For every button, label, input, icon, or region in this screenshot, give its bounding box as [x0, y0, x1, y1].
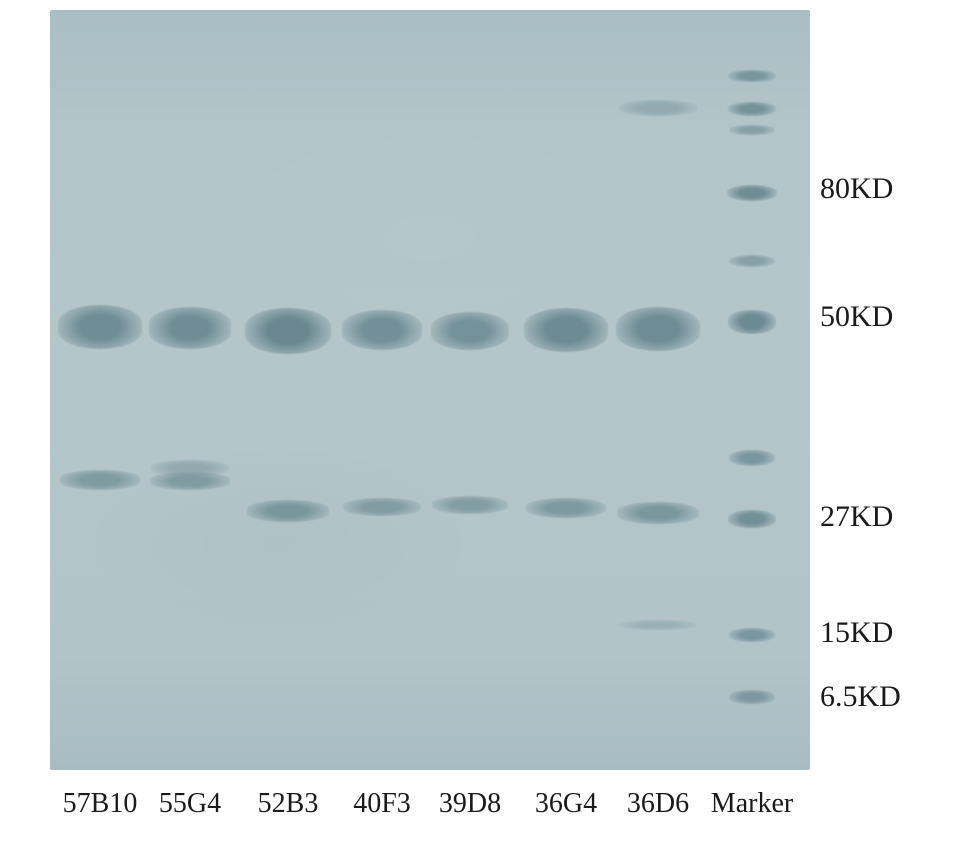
lane-52b3: [248, 10, 328, 770]
lane-label: 52B3: [258, 788, 319, 820]
band: [729, 450, 775, 466]
figure-container: 80KD 50KD 27KD 15KD 6.5KD 57B10 55G4 52B3 40F3 3…: [50, 10, 930, 850]
mw-label: 6.5KD: [820, 680, 901, 714]
lane-label: Marker: [711, 788, 793, 820]
band: [149, 307, 231, 349]
band: [524, 308, 608, 352]
band: [247, 500, 329, 522]
band: [616, 307, 700, 351]
molecular-weight-labels: 80KD 50KD 27KD 15KD 6.5KD: [820, 10, 930, 770]
band: [729, 255, 775, 267]
band: [728, 510, 776, 528]
lane-36d6: [618, 10, 698, 770]
gel-image: [50, 10, 810, 770]
band: [729, 125, 775, 135]
lane-36g4: [526, 10, 606, 770]
lane-labels-row: 57B10 55G4 52B3 40F3 39D8 36G4 36D6 Marker: [50, 788, 810, 836]
band: [727, 185, 777, 201]
band: [58, 305, 142, 349]
lane-39d8: [430, 10, 510, 770]
mw-label: 50KD: [820, 300, 893, 334]
mw-label: 27KD: [820, 500, 893, 534]
lane-label: 57B10: [63, 788, 138, 820]
mw-label: 80KD: [820, 172, 893, 206]
lane-marker: [712, 10, 792, 770]
band: [431, 312, 509, 350]
band: [150, 472, 230, 490]
lane-label: 36G4: [535, 788, 597, 820]
band: [728, 70, 776, 82]
band: [617, 502, 699, 524]
band: [729, 690, 775, 704]
lane-label: 40F3: [353, 788, 411, 820]
band: [526, 498, 606, 518]
lane-55g4: [150, 10, 230, 770]
band: [728, 310, 776, 334]
lane-57b10: [60, 10, 140, 770]
lane-label: 36D6: [627, 788, 689, 820]
gel-wrapper: 80KD50KD27KD15KD6.5KD 57B1055G452B340F33…: [50, 10, 930, 790]
band: [245, 308, 331, 354]
lane-40f3: [342, 10, 422, 770]
band: [728, 102, 776, 116]
band: [432, 496, 508, 514]
lane-label: 55G4: [159, 788, 221, 820]
band: [729, 628, 775, 642]
mw-label: 15KD: [820, 616, 893, 650]
lane-label: 39D8: [439, 788, 501, 820]
band: [619, 100, 697, 116]
band: [60, 470, 140, 490]
band: [343, 498, 421, 516]
band: [620, 620, 696, 630]
band: [342, 310, 422, 350]
